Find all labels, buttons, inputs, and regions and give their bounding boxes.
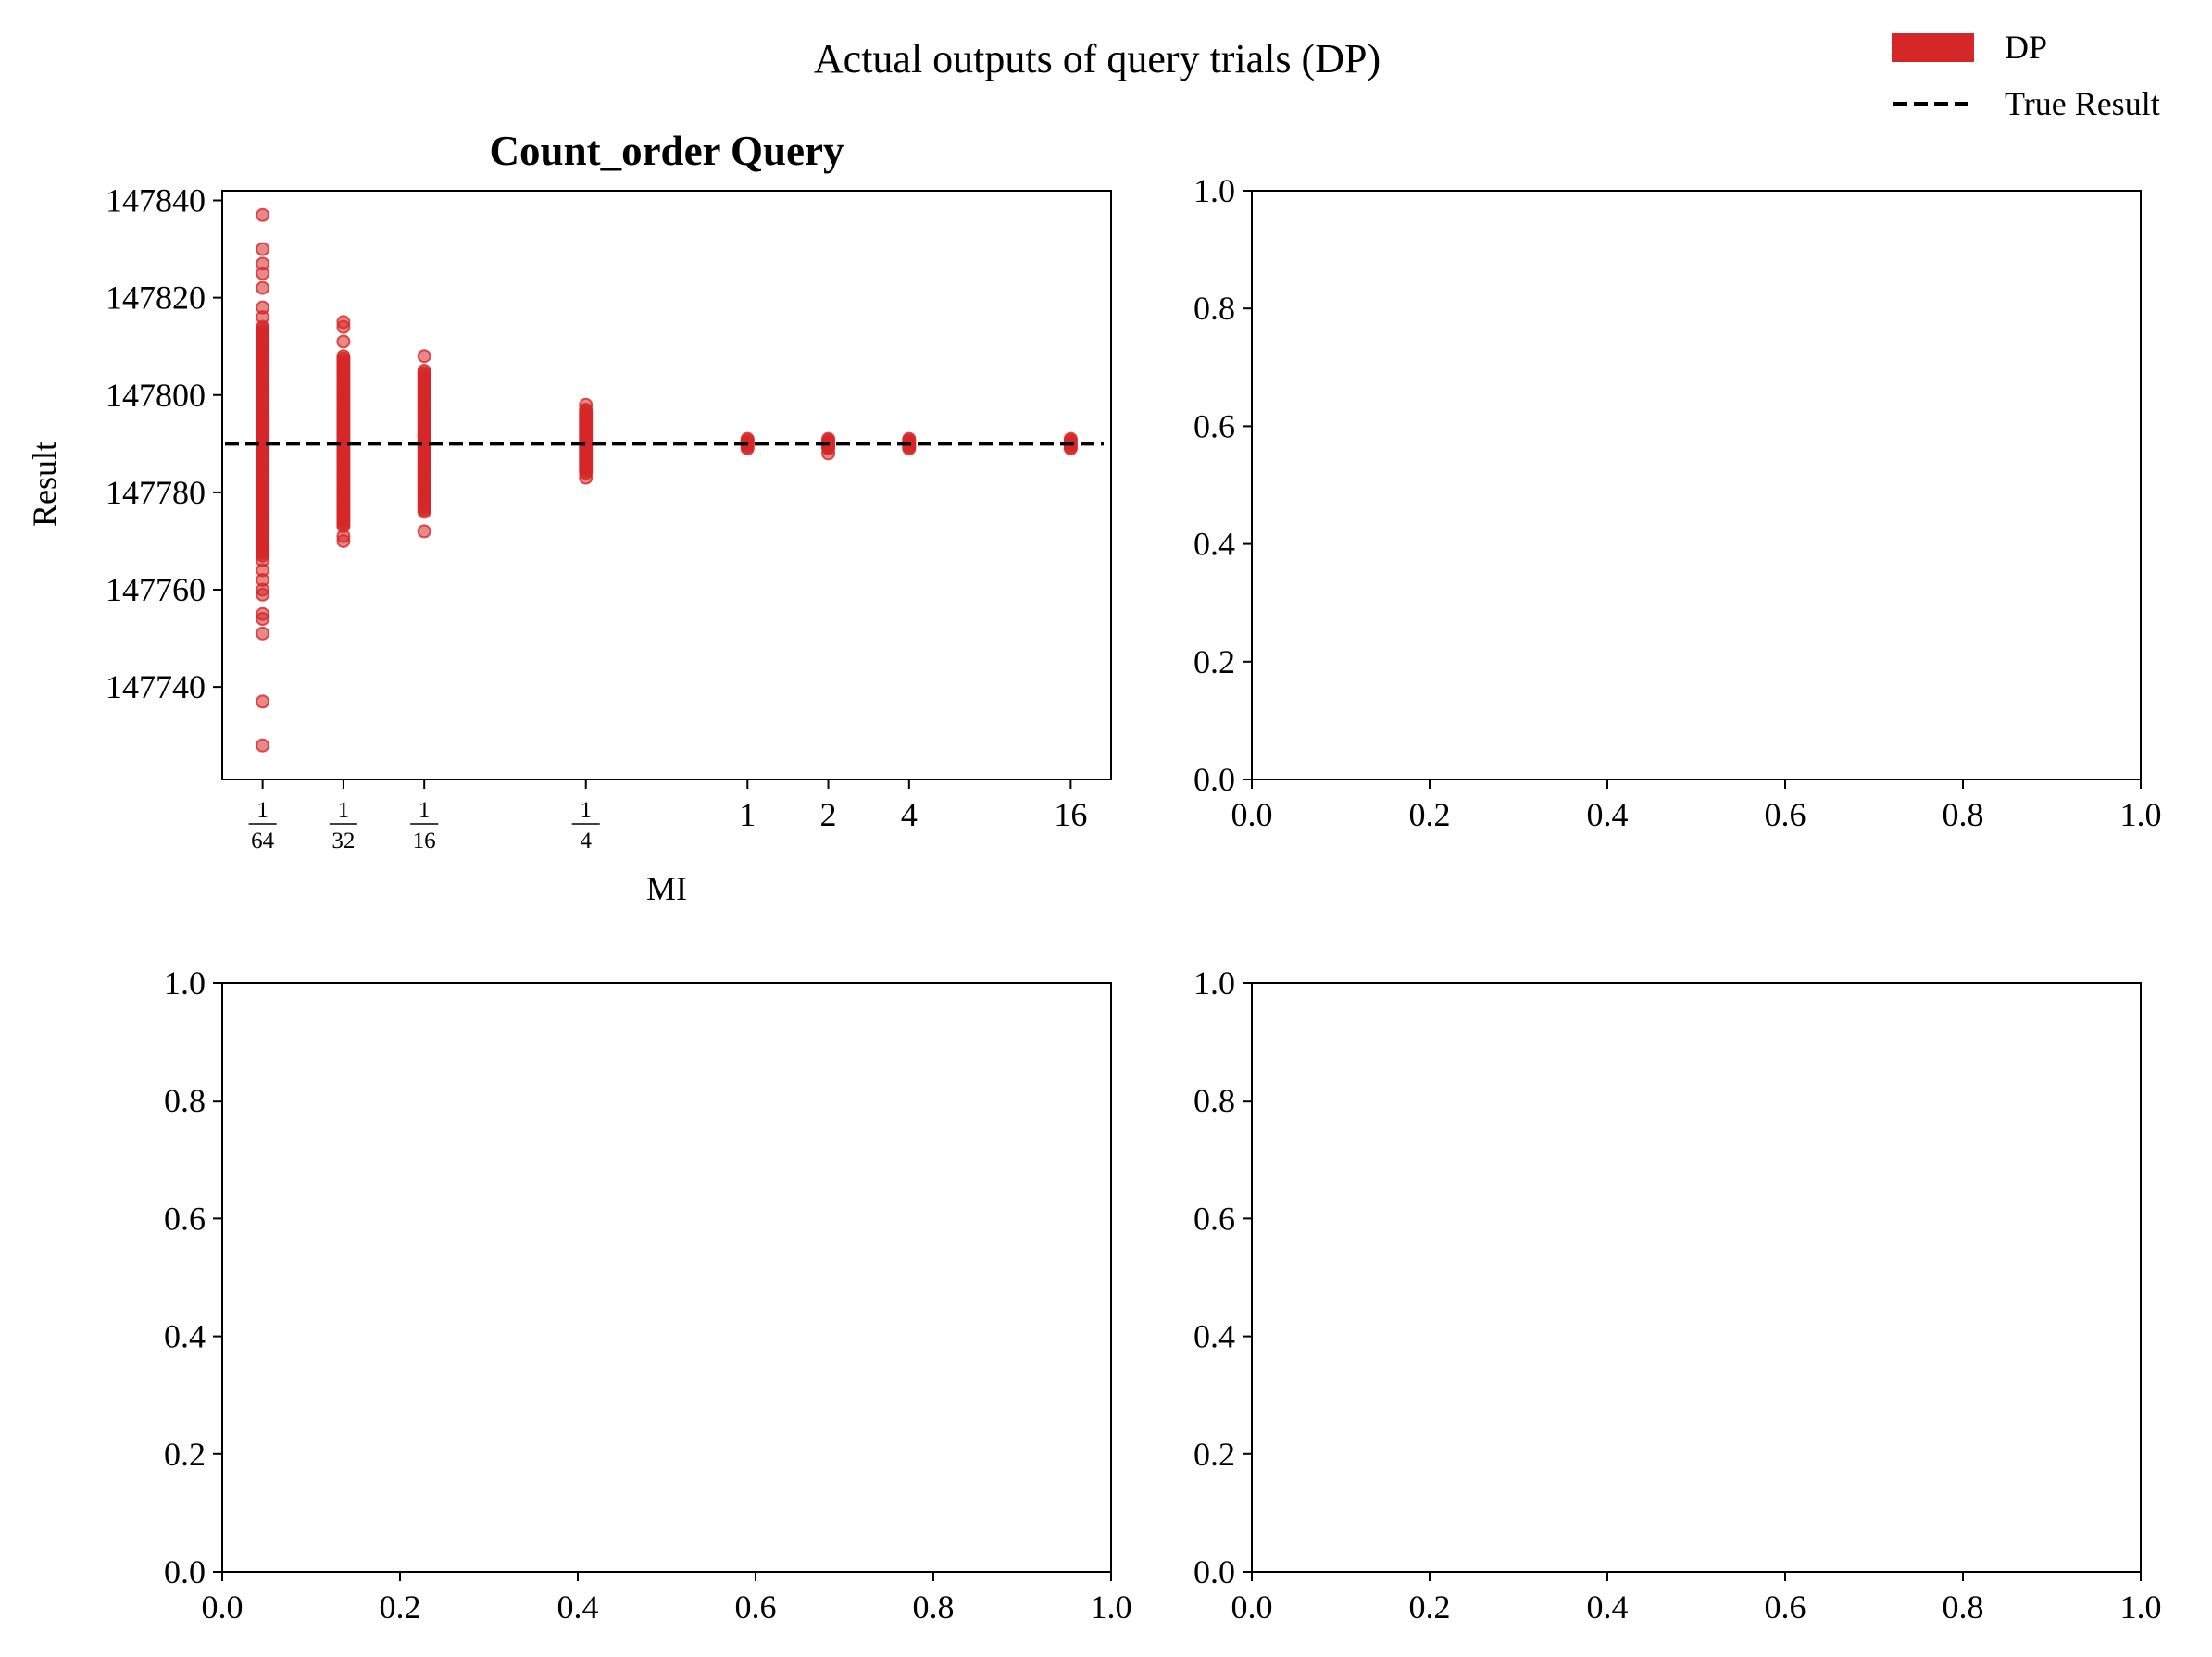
y-tick-label: 0.4 bbox=[164, 1318, 206, 1355]
dp-point bbox=[417, 349, 431, 364]
y-tick-label: 0.0 bbox=[1193, 761, 1235, 798]
x-tick-denominator: 16 bbox=[413, 828, 436, 853]
dp-point bbox=[256, 612, 270, 627]
dp-point bbox=[579, 470, 594, 485]
bottom-right-panel: 0.0 0.2 0.4 0.6 0.8 1.0 0.0 0.2 0.4 0.6 0.8 1.0 bbox=[1193, 965, 2162, 1626]
y-tick-label: 0.8 bbox=[1193, 1082, 1235, 1119]
legend-dp-swatch bbox=[1892, 33, 1974, 62]
x-tick-label: 1.0 bbox=[2120, 1588, 2162, 1626]
x-tick-label: 0.8 bbox=[1943, 796, 1984, 833]
legend-true-result-label: True Result bbox=[2005, 85, 2160, 122]
count-order-plot-frame bbox=[221, 190, 1112, 780]
y-tick-label: 0.6 bbox=[1193, 407, 1235, 444]
y-tick-label: 147760 bbox=[106, 571, 206, 608]
x-tick-label: 0.8 bbox=[913, 1588, 955, 1626]
top-right-panel: 0.0 0.2 0.4 0.6 0.8 1.0 0.0 0.2 0.4 0.6 0.8 1.0 bbox=[1193, 172, 2162, 833]
dp-point bbox=[336, 533, 351, 548]
dp-point bbox=[256, 242, 270, 256]
y-tick-label: 147800 bbox=[106, 377, 206, 414]
x-tick-numerator: 1 bbox=[338, 798, 350, 823]
x-tick-label: 4 bbox=[901, 796, 918, 833]
y-tick-label: 0.0 bbox=[1193, 1553, 1235, 1590]
x-tick-label: 0.2 bbox=[1409, 796, 1451, 833]
x-tick-label: 0.4 bbox=[1587, 796, 1629, 833]
count-order-panel: Count_order Query Result MI 147740 147760… bbox=[26, 128, 1112, 907]
y-tick-label: 0.6 bbox=[1193, 1200, 1235, 1237]
x-tick-label: 0.0 bbox=[1231, 796, 1273, 833]
x-tick-label: 16 bbox=[1054, 796, 1087, 833]
y-tick-label: 147840 bbox=[106, 182, 206, 219]
dp-point bbox=[336, 349, 351, 364]
count-order-y-axis-label: Result bbox=[26, 442, 63, 527]
dp-point bbox=[256, 207, 270, 222]
x-tick-label: 0.6 bbox=[1765, 1588, 1806, 1626]
bottom-left-panel: 0.0 0.2 0.4 0.6 0.8 1.0 0.0 0.2 0.4 0.6 0.8 1.0 bbox=[164, 965, 1132, 1626]
dp-point bbox=[579, 397, 594, 412]
y-tick-label: 1.0 bbox=[1193, 965, 1235, 1002]
y-tick-label: 147820 bbox=[106, 280, 206, 317]
x-tick-label: 1.0 bbox=[1091, 1588, 1132, 1626]
dp-point bbox=[256, 694, 270, 709]
x-tick-label: 0.4 bbox=[1587, 1588, 1629, 1626]
y-tick-label: 147740 bbox=[106, 668, 206, 705]
count-order-panel-title: Count_order Query bbox=[490, 128, 844, 174]
x-tick-label: 0.4 bbox=[557, 1588, 599, 1626]
y-tick-label: 0.4 bbox=[1193, 1318, 1235, 1355]
dp-point bbox=[821, 446, 836, 461]
count-order-x-ticks: 1 64 1 32 1 16 1 4 1 2 4 16 bbox=[248, 779, 1087, 853]
count-order-y-ticks: 147740 147760 147780 147800 147820 147840 bbox=[106, 182, 222, 705]
figure-title: Actual outputs of query trials (DP) bbox=[814, 36, 1381, 81]
dp-point bbox=[417, 524, 431, 539]
y-tick-label: 1.0 bbox=[164, 965, 206, 1002]
dp-point bbox=[336, 319, 351, 334]
bottom-right-ticks: 0.0 0.2 0.4 0.6 0.8 1.0 0.0 0.2 0.4 0.6 0.8 1.0 bbox=[1193, 965, 2162, 1626]
x-tick-numerator: 1 bbox=[256, 798, 269, 823]
dp-point bbox=[256, 738, 270, 753]
legend: DP True Result bbox=[1892, 29, 2160, 122]
bottom-right-plot-frame bbox=[1251, 982, 2142, 1573]
dp-point bbox=[256, 626, 270, 641]
x-tick-numerator: 1 bbox=[580, 798, 592, 823]
x-tick-label: 0.0 bbox=[202, 1588, 244, 1626]
y-tick-label: 0.8 bbox=[1193, 290, 1235, 327]
y-tick-label: 0.6 bbox=[164, 1200, 206, 1237]
x-tick-denominator: 32 bbox=[331, 828, 355, 853]
y-tick-label: 147780 bbox=[106, 474, 206, 511]
dp-point bbox=[256, 280, 270, 295]
x-tick-denominator: 64 bbox=[251, 828, 275, 853]
x-tick-label: 1.0 bbox=[2120, 796, 2162, 833]
y-tick-label: 0.8 bbox=[164, 1082, 206, 1119]
dp-point bbox=[256, 266, 270, 280]
x-tick-label: 0.0 bbox=[1231, 1588, 1273, 1626]
top-right-ticks: 0.0 0.2 0.4 0.6 0.8 1.0 0.0 0.2 0.4 0.6 0.8 1.0 bbox=[1193, 172, 2162, 833]
y-tick-label: 0.4 bbox=[1193, 526, 1235, 563]
top-right-plot-frame bbox=[1251, 190, 2142, 780]
dp-point bbox=[256, 587, 270, 602]
bottom-left-plot-frame bbox=[221, 982, 1112, 1573]
x-tick-label: 0.8 bbox=[1943, 1588, 1984, 1626]
bottom-left-ticks: 0.0 0.2 0.4 0.6 0.8 1.0 0.0 0.2 0.4 0.6 0.8 1.0 bbox=[164, 965, 1132, 1626]
x-tick-label: 0.2 bbox=[380, 1588, 421, 1626]
x-tick-denominator: 4 bbox=[580, 828, 592, 853]
dp-point bbox=[336, 334, 351, 349]
x-tick-numerator: 1 bbox=[419, 798, 431, 823]
y-tick-label: 0.2 bbox=[1193, 643, 1235, 680]
x-tick-label: 1 bbox=[739, 796, 756, 833]
x-tick-label: 0.2 bbox=[1409, 1588, 1451, 1626]
dp-point bbox=[256, 310, 270, 325]
dp-point bbox=[417, 363, 431, 378]
y-tick-label: 0.2 bbox=[164, 1436, 206, 1473]
x-tick-label: 2 bbox=[820, 796, 837, 833]
x-tick-label: 0.6 bbox=[1765, 796, 1806, 833]
y-tick-label: 0.0 bbox=[164, 1553, 206, 1590]
x-tick-label: 0.6 bbox=[735, 1588, 777, 1626]
legend-dp-label: DP bbox=[2005, 29, 2047, 66]
y-tick-label: 0.2 bbox=[1193, 1436, 1235, 1473]
count-order-x-axis-label: MI bbox=[646, 870, 687, 907]
y-tick-label: 1.0 bbox=[1193, 172, 1235, 209]
